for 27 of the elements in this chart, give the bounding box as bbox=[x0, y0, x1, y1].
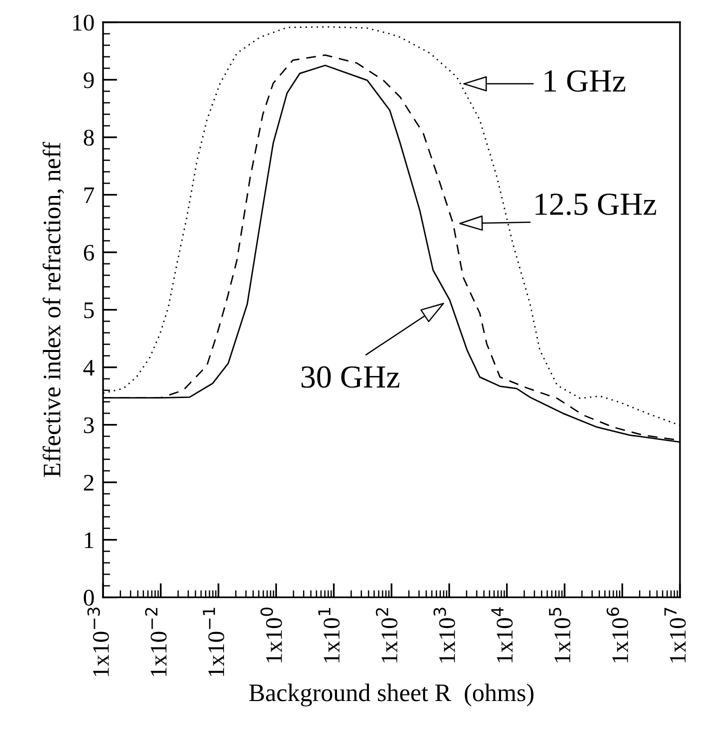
annotation: 30 GHz bbox=[302, 366, 400, 388]
x-tick-label: 1x10$^{−2}$ bbox=[145, 608, 167, 676]
x-axis-title: Background sheet R (ohms) bbox=[249, 684, 534, 706]
x-tick-label: 1x10$^{−3}$ bbox=[87, 608, 109, 676]
y-tick-label: 1 bbox=[84, 532, 94, 548]
y-tick-label: 6 bbox=[84, 244, 94, 261]
x-tick-label: 1x10$^{6}$ bbox=[606, 608, 628, 662]
y-axis-title: Effective index of refraction, neff bbox=[42, 142, 64, 477]
x-tick-label: 1x10$^{7}$ bbox=[664, 608, 686, 662]
y-tick-label: 2 bbox=[84, 474, 94, 490]
x-tick-label: 1x10$^{1}$ bbox=[318, 608, 340, 662]
y-tick-label: 7 bbox=[84, 188, 94, 203]
x-tick-label: 1x10$^{0}$ bbox=[260, 608, 282, 662]
y-tick-label: 10 bbox=[73, 14, 94, 31]
y-tick-label: 5 bbox=[84, 302, 94, 318]
annotation: 1 GHz bbox=[544, 70, 626, 92]
y-tick-label: 9 bbox=[84, 72, 94, 88]
x-tick-label: 1x10$^{2}$ bbox=[376, 608, 398, 662]
x-tick-label: 1x10$^{4}$ bbox=[491, 607, 513, 662]
y-tick-label: 4 bbox=[83, 360, 94, 376]
y-tick-label: 0 bbox=[84, 590, 94, 606]
y-tick-label: 8 bbox=[84, 130, 94, 146]
x-tick-label: 1x10$^{−1}$ bbox=[202, 608, 224, 676]
annotation: 12.5 GHz bbox=[536, 194, 656, 216]
x-tick-label: 1x10$^{3}$ bbox=[434, 608, 456, 662]
x-tick-label: 1x10$^{5}$ bbox=[549, 608, 570, 662]
y-tick-label: 3 bbox=[84, 417, 94, 434]
